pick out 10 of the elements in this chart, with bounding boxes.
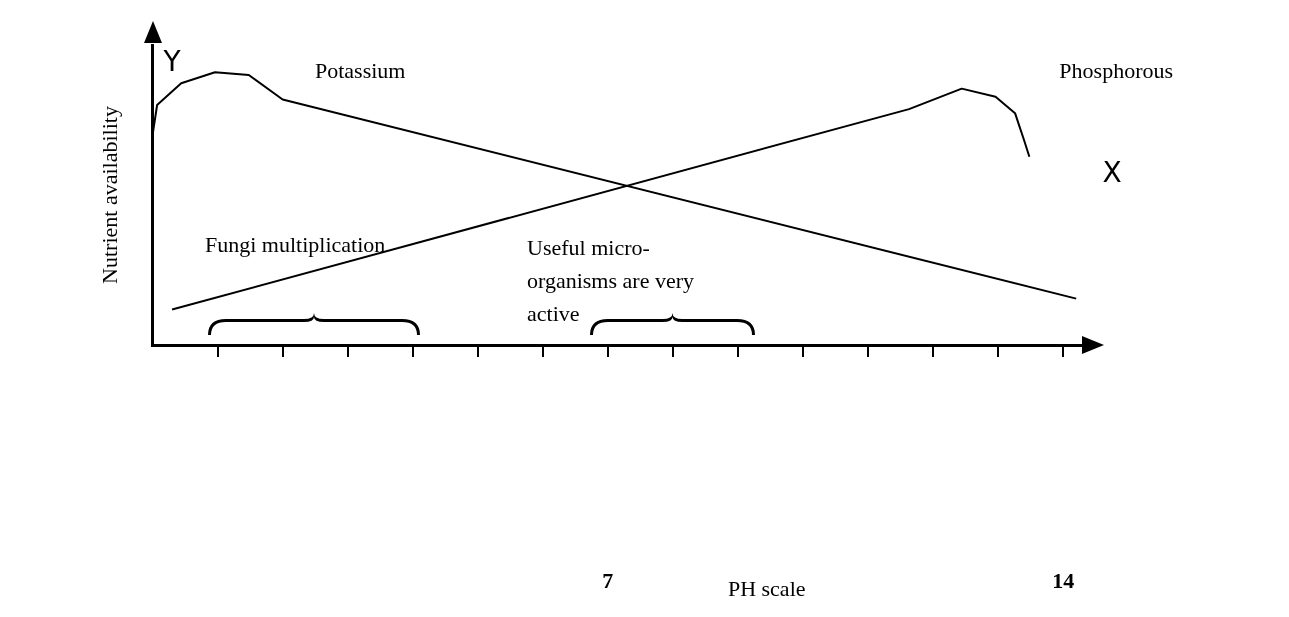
annotation: Useful micro-organisms are very active <box>527 235 694 326</box>
text: Phosphorous <box>1059 57 1174 83</box>
x-axis-title: PH scale <box>727 575 806 601</box>
y-axis-title: Nutrient availability <box>97 106 123 284</box>
text: X <box>1102 156 1122 190</box>
x-tick-label: 7 <box>602 567 614 593</box>
series-label: Potassium <box>315 58 406 84</box>
annotation: Y <box>162 45 182 79</box>
annotation: Fungi multiplication <box>205 232 386 257</box>
x-tick-label: 14 <box>1052 567 1075 593</box>
